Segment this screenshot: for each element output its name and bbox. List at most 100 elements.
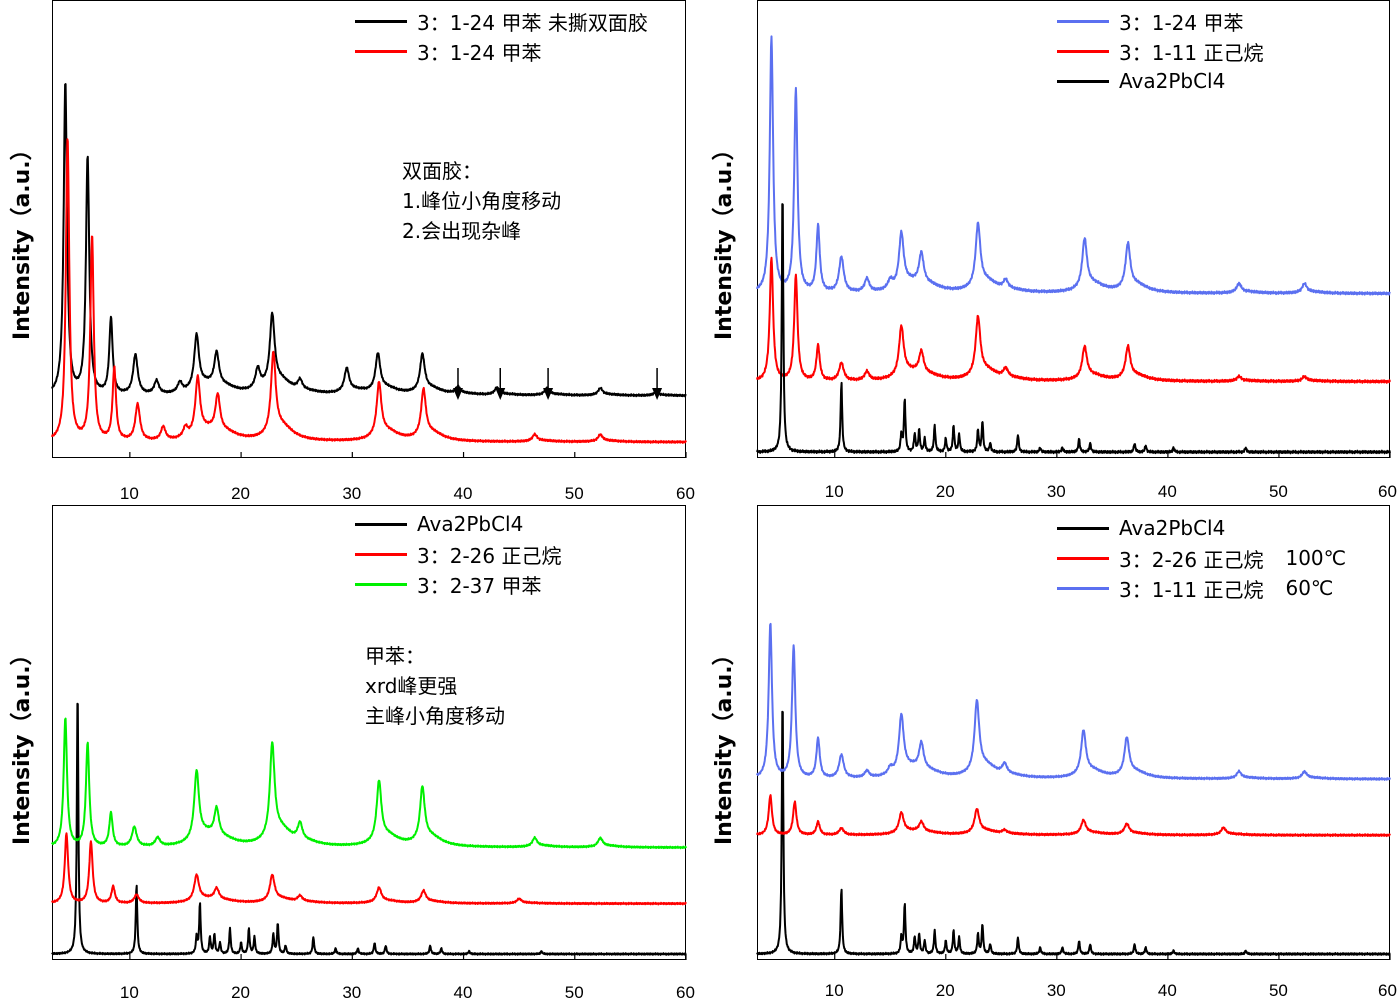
x-tick-label: 60 (676, 983, 695, 1002)
x-tick-label: 40 (1157, 981, 1177, 1000)
legend-entry: 3：1-24 甲苯 未撕双面胶 (355, 6, 648, 36)
series-line (51, 83, 687, 398)
series-line (756, 203, 1391, 455)
annotation-note: 双面胶： 1.峰位小角度移动 2.会出现杂峰 (402, 156, 561, 246)
legend-swatch (1057, 49, 1109, 53)
legend: Ava2PbCl4 3：2-26 正己烷 3：2-37 甲苯 (355, 509, 561, 599)
legend: 3：1-24 甲苯 未撕双面胶 3：1-24 甲苯 (355, 6, 648, 66)
annotation-note: 甲苯： xrd峰更强主峰小角度移动 (365, 641, 505, 731)
legend-label: 3：2-37 甲苯 (417, 573, 542, 598)
legend-temperature: 100℃ (1285, 546, 1347, 570)
legend-label: 3：2-26 正己烷 (1119, 547, 1264, 572)
legend-entry: 3：1-24 甲苯 (1057, 6, 1263, 36)
legend-swatch (355, 49, 407, 53)
y-axis-label: Intensity（a.u.） (10, 643, 35, 845)
x-tick-label: 10 (119, 983, 139, 1002)
x-tick-label: 30 (1046, 981, 1066, 1000)
legend-label: 3：1-11 正己烷 (1119, 577, 1264, 602)
note-line: 主峰小角度移动 (365, 704, 505, 728)
chart-panel-bottom-right: Intensity（a.u.） 10 20 30 40 50 60 Ava2PbCl4 3：2-… (700, 505, 1398, 1007)
legend-entry: 3：2-37 甲苯 (355, 569, 561, 599)
legend-label: Ava2PbCl4 (417, 512, 524, 536)
x-tick-label: 50 (564, 983, 584, 1002)
series-line (51, 138, 687, 444)
legend-swatch (355, 552, 407, 556)
legend-swatch (1057, 586, 1109, 590)
legend-swatch (355, 19, 407, 23)
x-tick-label: 10 (824, 482, 844, 501)
legend-temperature: 60℃ (1285, 576, 1334, 600)
legend: 3：1-24 甲苯 3：1-11 正己烷 Ava2PbCl4 (1057, 6, 1263, 96)
legend-entry: Ava2PbCl4 (1057, 66, 1263, 96)
series-line (756, 622, 1391, 781)
note-line: 1.峰位小角度移动 (402, 189, 562, 213)
chart-panel-bottom-left: Intensity（a.u.） 10 20 30 40 50 60 Ava2PbCl4 3：2-… (0, 505, 700, 1007)
legend-entry: 3：2-26 正己烷 (355, 539, 561, 569)
plot-frame (52, 505, 686, 960)
legend-swatch (1057, 19, 1109, 23)
series-line (756, 794, 1391, 838)
note-line: 双面胶： (402, 159, 482, 183)
x-tick-label: 40 (453, 983, 473, 1002)
plot-area (51, 702, 687, 960)
plot-frame (757, 505, 1390, 960)
legend-entry: Ava2PbCl4 (355, 509, 561, 539)
peak-arrow (543, 368, 554, 400)
series-line (51, 832, 687, 906)
legend-swatch (1057, 79, 1109, 83)
chart-panel-top-left: Intensity（a.u.） 10 20 30 40 50 60 3：1-24 甲苯 未撕双… (0, 0, 700, 505)
legend-label: Ava2PbCl4 (1119, 516, 1226, 540)
series-line (51, 702, 687, 956)
x-tick-label: 60 (1378, 981, 1397, 1000)
x-tick-label: 30 (1046, 482, 1066, 501)
legend-entry: 3：2-26 正己烷 100℃ (1057, 543, 1346, 573)
x-tick-label: 40 (453, 484, 473, 503)
legend-label: 3：1-24 甲苯 未撕双面胶 (417, 10, 648, 35)
x-tick-label: 10 (119, 484, 139, 503)
peak-arrow (495, 368, 506, 400)
x-tick-label: 30 (342, 484, 362, 503)
x-tick-label: 20 (231, 983, 250, 1002)
legend-swatch (355, 522, 407, 526)
x-tick-label: 40 (1157, 482, 1177, 501)
series-line (756, 35, 1391, 296)
note-line: 甲苯： (365, 644, 425, 668)
chart-panel-top-right: Intensity（a.u.） 10 20 30 40 50 60 3：1-24 甲苯 3：1-… (700, 0, 1398, 505)
legend-label: 3：1-24 甲苯 (1119, 10, 1244, 35)
x-tick-label: 50 (564, 484, 584, 503)
x-tick-label: 50 (1268, 482, 1288, 501)
legend-label: 3：2-26 正己烷 (417, 543, 562, 568)
plot-area (756, 35, 1391, 458)
x-tick-label: 30 (342, 983, 362, 1002)
y-axis-label: Intensity（a.u.） (712, 643, 737, 845)
legend-entry: 3：1-11 正己烷 (1057, 36, 1263, 66)
y-axis-label: Intensity（a.u.） (10, 138, 35, 340)
series-line (756, 710, 1391, 956)
x-tick-label: 60 (676, 484, 695, 503)
legend-entry: 3：1-24 甲苯 (355, 36, 648, 66)
plot-area (756, 622, 1391, 960)
legend: Ava2PbCl4 3：2-26 正己烷 100℃ 3：1-11 正己烷 60℃ (1057, 513, 1346, 603)
legend-swatch (1057, 556, 1109, 560)
series-line (756, 256, 1391, 384)
x-tick-label: 20 (935, 482, 955, 501)
legend-swatch (1057, 526, 1109, 530)
legend-entry: 3：1-11 正己烷 60℃ (1057, 573, 1346, 603)
y-axis-label: Intensity（a.u.） (712, 138, 737, 340)
plot-area (51, 83, 687, 458)
peak-arrow (452, 368, 463, 400)
note-line: xrd峰更强 (365, 674, 458, 698)
x-tick-label: 50 (1268, 981, 1288, 1000)
series-line (51, 717, 687, 850)
x-tick-label: 10 (824, 981, 844, 1000)
note-line: 2.会出现杂峰 (402, 219, 522, 243)
legend-entry: Ava2PbCl4 (1057, 513, 1346, 543)
peak-arrow (652, 368, 663, 400)
legend-swatch (355, 582, 407, 586)
legend-label: 3：1-11 正己烷 (1119, 40, 1264, 65)
x-tick-label: 20 (935, 981, 955, 1000)
x-tick-label: 60 (1378, 482, 1397, 501)
legend-label: Ava2PbCl4 (1119, 69, 1226, 93)
x-tick-label: 20 (231, 484, 250, 503)
legend-label: 3：1-24 甲苯 (417, 40, 542, 65)
